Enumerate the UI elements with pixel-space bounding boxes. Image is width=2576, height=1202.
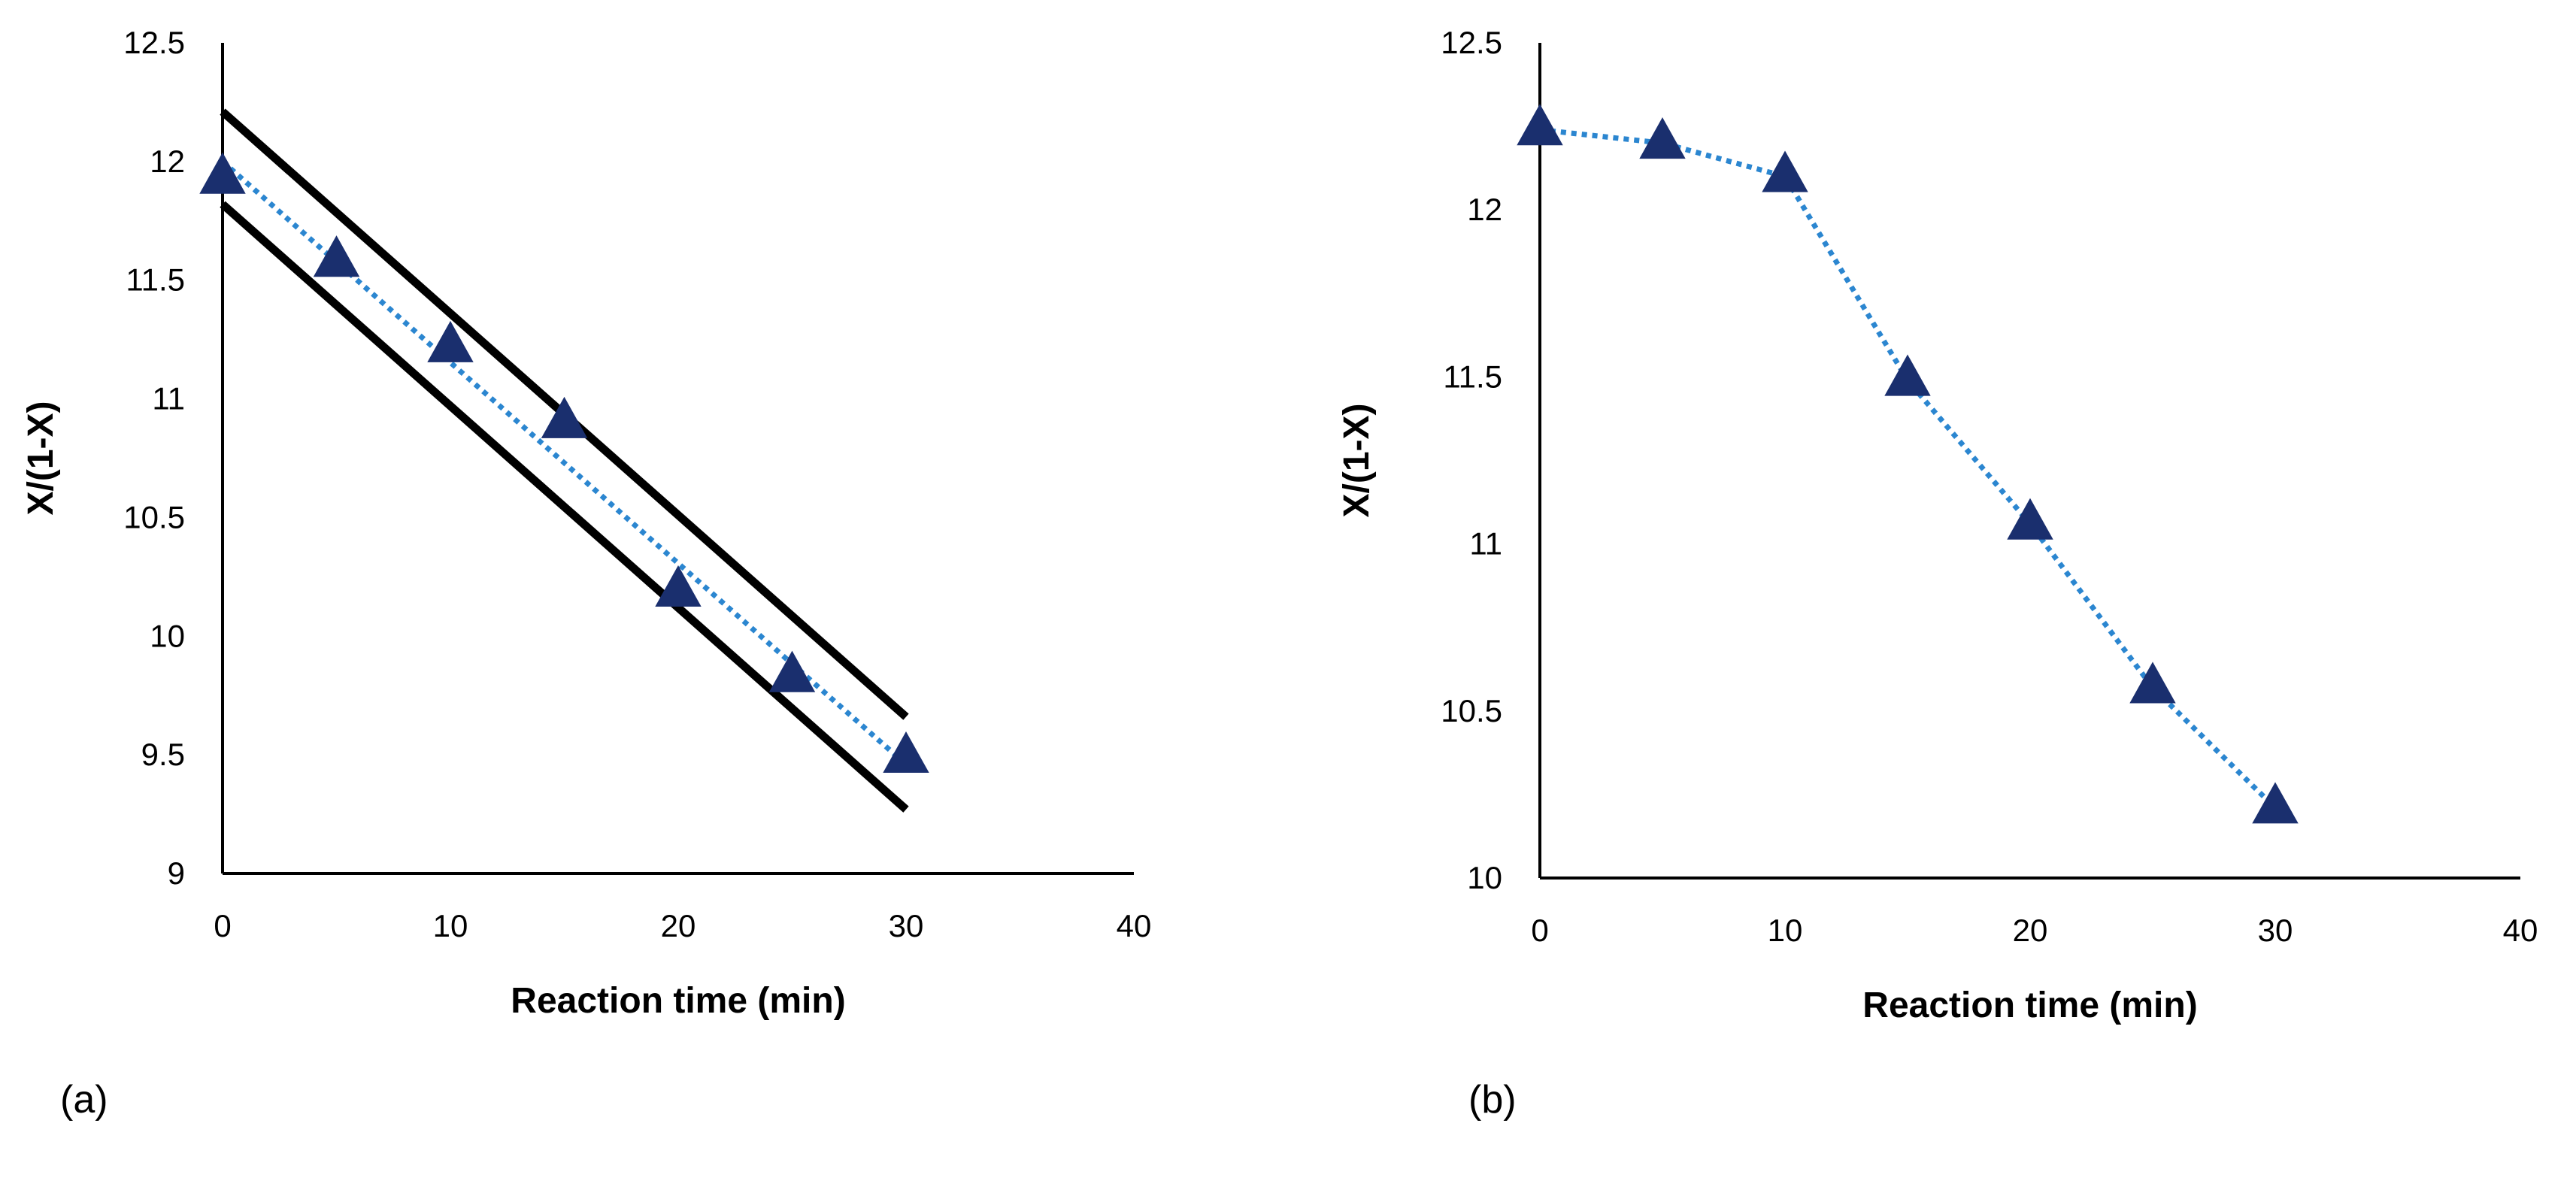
chart-b-y-tick-label: 11.5 xyxy=(1443,359,1502,394)
chart-b-y-tick-label: 10 xyxy=(1467,860,1502,895)
chart-b-series-data-line xyxy=(1539,127,2277,810)
chart-a-x-tick-label: 40 xyxy=(1117,908,1152,943)
chart-a: 0 10 20 30 40 9 9.5 10 10.5 11 11.5 12 12.5 Reaction … xyxy=(21,25,1151,1122)
chart-b-y-axis-title: X/(1-X) xyxy=(1337,403,1377,517)
chart-b-series-data-point xyxy=(1517,104,1563,146)
chart-b-x-tick-label: 0 xyxy=(1531,913,1548,948)
chart-a-y-axis-title: X/(1-X) xyxy=(21,401,61,515)
chart-b-y-tick-label: 12.5 xyxy=(1441,25,1502,60)
chart-b-x-tick-label: 20 xyxy=(2013,913,2048,948)
chart-a-y-tick-label: 10.5 xyxy=(123,499,185,534)
chart-b-y-tick-label: 12 xyxy=(1467,192,1502,227)
chart-a-x-tick-label: 0 xyxy=(214,908,231,943)
chart-a-series-data-point xyxy=(541,396,588,438)
chart-b-y-tick-label: 10.5 xyxy=(1441,693,1502,728)
chart-b-series-data-point xyxy=(1884,354,1931,396)
chart-b-series-data-point xyxy=(2252,782,2299,824)
chart-a-x-axis-title: Reaction time (min) xyxy=(511,981,845,1021)
chart-a-x-tick-label: 30 xyxy=(889,908,924,943)
chart-b-panel-label: (b) xyxy=(1468,1078,1517,1122)
chart-a-panel-label: (a) xyxy=(60,1078,108,1122)
chart-a-y-tick-label: 12 xyxy=(150,144,185,179)
chart-b-x-axis-title: Reaction time (min) xyxy=(1862,986,2197,1025)
chart-b-series-data-point xyxy=(2129,662,2176,704)
chart-a-series-data-point xyxy=(199,152,246,194)
chart-a-series-data-point xyxy=(313,235,360,277)
chart-b-x-tick-label: 30 xyxy=(2258,913,2293,948)
chart-a-series-data-point xyxy=(768,650,816,692)
chart-a-series-data-point xyxy=(655,565,702,607)
chart-b-x-tick-label: 40 xyxy=(2503,913,2538,948)
chart-a-y-tick-label: 9.5 xyxy=(141,737,185,772)
chart-b-series-data-point xyxy=(1639,117,1686,159)
chart-a-y-tick-label: 10 xyxy=(150,618,185,653)
chart-a-x-tick-label: 10 xyxy=(433,908,468,943)
chart-a-y-tick-label: 11 xyxy=(152,381,185,416)
chart-a-x-tick-label: 20 xyxy=(661,908,696,943)
chart-b-series-data-point xyxy=(2007,498,2053,540)
chart-a-series-data-point xyxy=(427,320,474,362)
chart-a-series-data-point xyxy=(883,731,929,774)
chart-a-series-lower-bound-line xyxy=(220,201,909,813)
chart-b-y-tick-label: 11 xyxy=(1469,526,1502,562)
chart-b-x-tick-label: 10 xyxy=(1768,913,1803,948)
chart-a-y-tick-label: 9 xyxy=(168,855,185,891)
chart-a-y-tick-label: 11.5 xyxy=(126,262,185,298)
chart-b-series-data-point xyxy=(1762,150,1808,192)
chart-a-y-tick-label: 12.5 xyxy=(123,25,185,60)
chart-b: 0 10 20 30 40 10 10.5 11 11.5 12 12.5 Reaction time… xyxy=(1337,25,2538,1122)
